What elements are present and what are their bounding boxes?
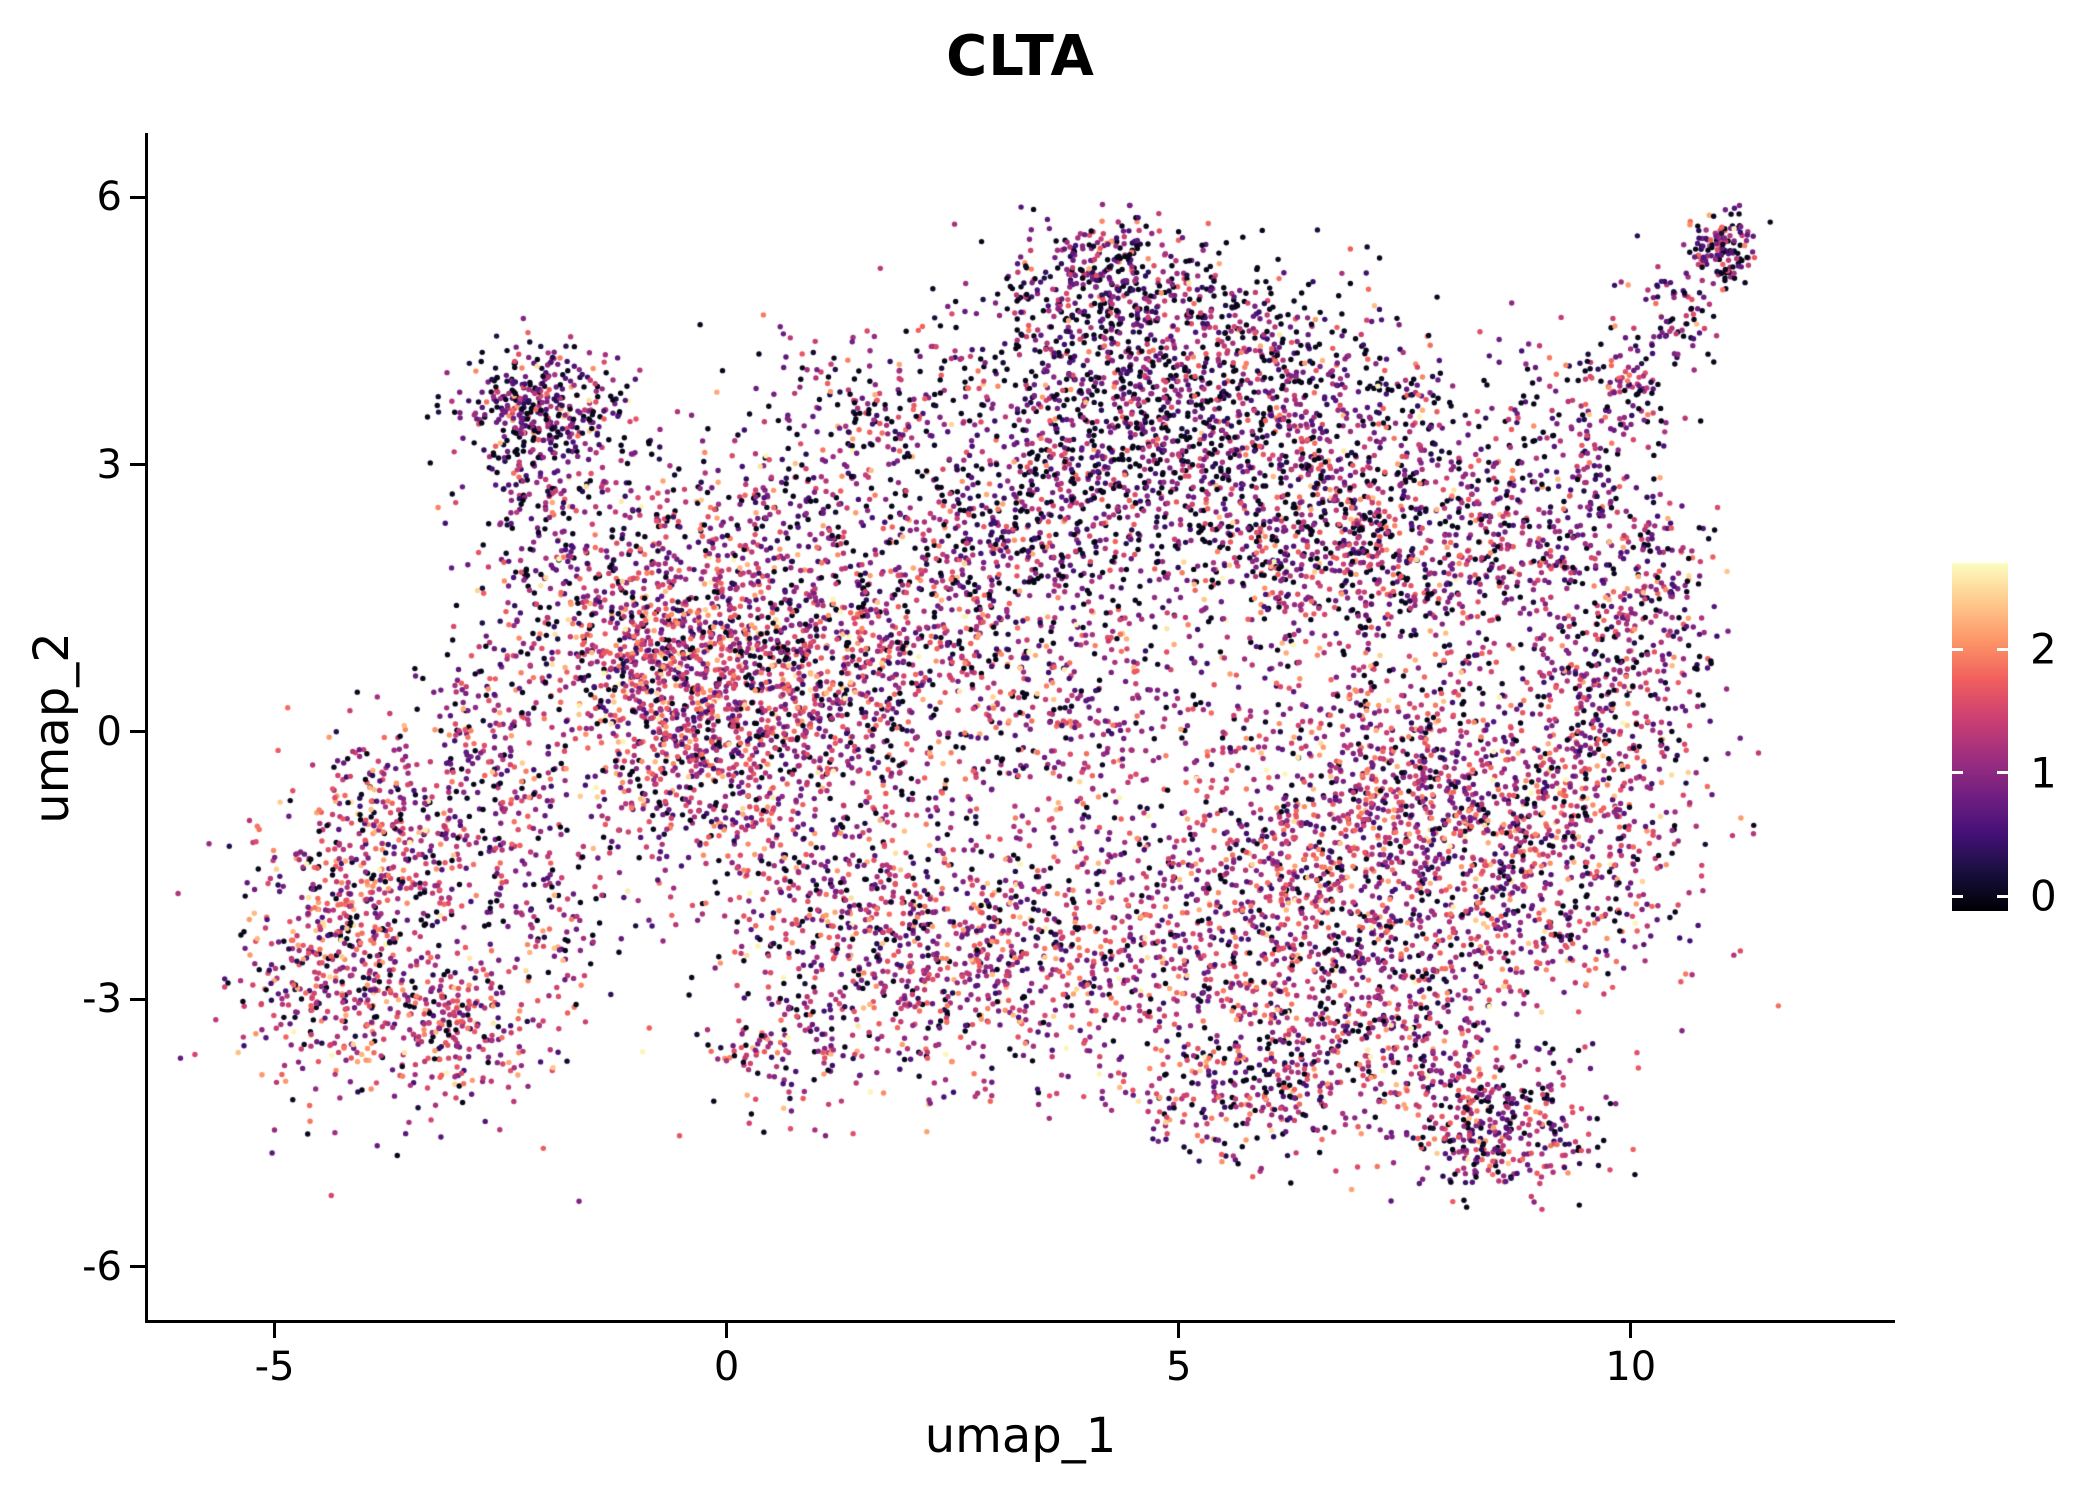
- x-tick-label: -5: [254, 1344, 295, 1390]
- colorbar-tick-label: 0: [2030, 871, 2057, 921]
- y-tick-mark: [130, 195, 146, 199]
- y-axis-line: [145, 133, 148, 1323]
- x-axis-line: [145, 1320, 1895, 1323]
- x-axis-title: umap_1: [924, 1408, 1117, 1464]
- plot-title: CLTA: [946, 24, 1095, 89]
- colorbar-legend: 0 1 2: [1952, 563, 2100, 921]
- colorbar-tick-mark: [1997, 771, 2008, 775]
- colorbar-tick-label: 2: [2030, 624, 2057, 674]
- x-tick-mark: [1177, 1323, 1181, 1338]
- y-tick-label: 6: [96, 174, 122, 221]
- y-tick-label: -6: [82, 1243, 122, 1290]
- y-tick-mark: [130, 1265, 146, 1269]
- y-tick-label: 3: [96, 441, 122, 488]
- x-tick-label: 10: [1605, 1344, 1657, 1390]
- y-tick-label: 0: [96, 708, 122, 755]
- y-tick-label: -3: [82, 976, 122, 1023]
- x-tick-mark: [1629, 1323, 1633, 1338]
- colorbar-tick-mark: [1997, 647, 2008, 651]
- x-tick-mark: [273, 1323, 277, 1338]
- y-tick-mark: [130, 463, 146, 467]
- colorbar-tick-mark: [1952, 894, 1963, 898]
- x-tick-label: 5: [1165, 1344, 1192, 1390]
- colorbar-tick-label: 1: [2030, 748, 2057, 798]
- x-tick-label: 0: [713, 1344, 740, 1390]
- x-tick-mark: [725, 1323, 729, 1338]
- colorbar-gradient: [1952, 563, 2008, 911]
- colorbar-tick-mark: [1952, 771, 1963, 775]
- y-tick-mark: [130, 997, 146, 1001]
- colorbar-tick-mark: [1997, 894, 2008, 898]
- y-tick-mark: [130, 730, 146, 734]
- umap-scatter-canvas: [148, 135, 1893, 1320]
- colorbar-tick-mark: [1952, 647, 1963, 651]
